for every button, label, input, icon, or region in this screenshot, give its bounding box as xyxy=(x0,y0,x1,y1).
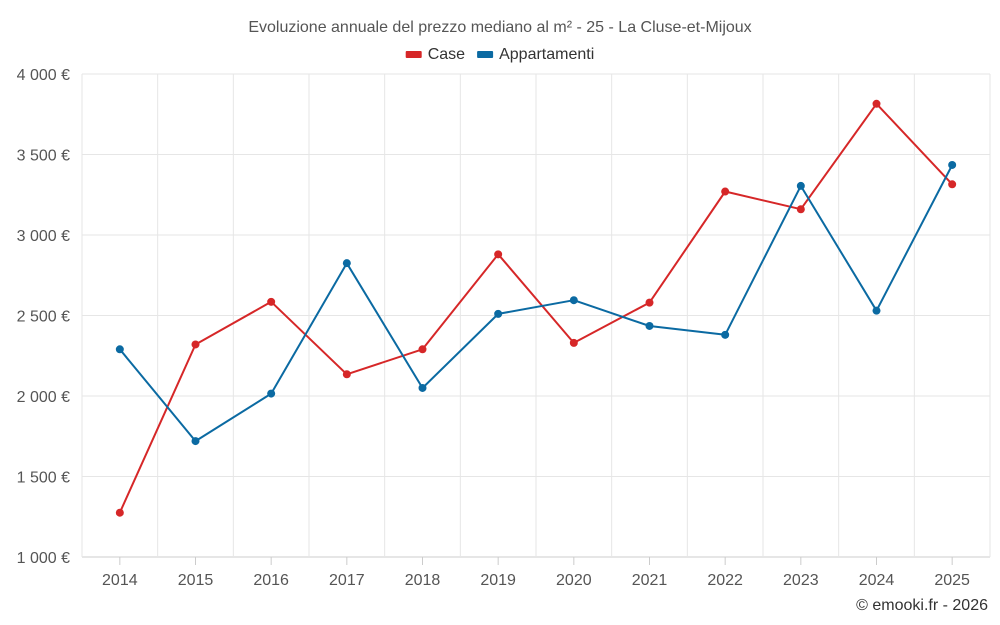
legend-swatch xyxy=(477,51,494,58)
legend-label: Case xyxy=(428,46,465,63)
data-point-appartamenti xyxy=(645,321,654,330)
data-point-case xyxy=(342,370,351,379)
data-point-appartamenti xyxy=(267,389,276,398)
data-point-case xyxy=(721,187,730,196)
data-point-case xyxy=(115,508,124,517)
x-axis: 2014 2015 2016 2017 2018 2019 2020 2021 2022 2023… xyxy=(102,557,970,589)
legend-swatch xyxy=(405,51,422,58)
data-point-case xyxy=(418,345,427,354)
x-tick-label: 2020 xyxy=(556,572,592,589)
y-axis: 1 000 € 1 500 € 2 000 € 2 500 € 3 000 € 3 500… xyxy=(17,67,70,567)
data-point-case xyxy=(191,340,200,349)
y-tick-label: 4 000 € xyxy=(17,67,70,84)
data-point-appartamenti xyxy=(342,259,351,268)
chart-title: Evoluzione annuale del prezzo mediano al… xyxy=(248,19,751,36)
legend-item-appartamenti[interactable]: Appartamenti xyxy=(477,46,594,63)
data-point-case xyxy=(872,99,881,108)
data-point-appartamenti xyxy=(191,437,200,446)
data-point-case xyxy=(494,250,503,259)
x-tick-label: 2024 xyxy=(859,572,895,589)
data-point-appartamenti xyxy=(721,330,730,339)
legend: Case Appartamenti xyxy=(405,46,594,63)
y-tick-label: 1 500 € xyxy=(17,470,70,487)
data-point-case xyxy=(267,297,276,306)
x-tick-label: 2022 xyxy=(707,572,743,589)
x-tick-label: 2018 xyxy=(405,572,441,589)
series-layer xyxy=(115,99,957,517)
y-tick-label: 2 500 € xyxy=(17,309,70,326)
grid xyxy=(81,73,991,558)
x-tick-label: 2015 xyxy=(178,572,214,589)
series-line-case xyxy=(118,102,953,514)
data-point-case xyxy=(645,298,654,307)
series-line-appartamenti xyxy=(119,164,954,443)
y-tick-label: 3 500 € xyxy=(17,148,70,165)
x-tick-label: 2017 xyxy=(329,572,365,589)
legend-label: Appartamenti xyxy=(499,46,594,63)
data-point-case xyxy=(948,180,957,189)
data-point-appartamenti xyxy=(796,181,805,190)
x-tick-label: 2014 xyxy=(102,572,138,589)
x-tick-label: 2016 xyxy=(253,572,289,589)
data-point-case xyxy=(796,205,805,214)
credit-text: © emooki.fr - 2026 xyxy=(856,597,988,614)
data-point-appartamenti xyxy=(494,309,503,318)
x-tick-label: 2021 xyxy=(632,572,668,589)
y-tick-label: 3 000 € xyxy=(17,228,70,245)
x-tick-label: 2019 xyxy=(480,572,516,589)
data-point-appartamenti xyxy=(115,345,124,354)
x-tick-label: 2023 xyxy=(783,572,819,589)
y-tick-label: 1 000 € xyxy=(17,550,70,567)
data-point-appartamenti xyxy=(418,383,427,392)
data-point-case xyxy=(569,338,578,347)
data-point-appartamenti xyxy=(872,306,881,315)
y-tick-label: 2 000 € xyxy=(17,389,70,406)
data-point-appartamenti xyxy=(948,160,957,169)
legend-item-case[interactable]: Case xyxy=(405,46,465,63)
x-tick-label: 2025 xyxy=(934,572,970,589)
data-point-appartamenti xyxy=(569,296,578,305)
